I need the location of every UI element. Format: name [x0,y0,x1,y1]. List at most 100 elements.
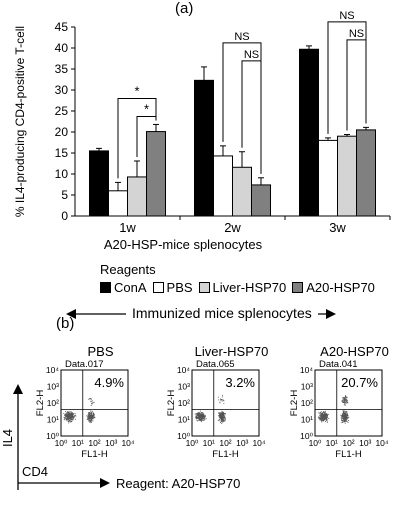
y-tick-label: 10¹ [178,415,190,425]
x-tick-label: 10¹ [326,438,338,448]
legend-label: A20-HSP70 [306,280,375,295]
legend-swatch [292,282,304,293]
y-tick-label: 10³ [47,382,59,392]
legend: ConA PBS Liver-HSP70 A20-HSP70 [100,280,375,295]
x-tick-label: 10² [342,438,354,448]
x-tick-label: 10⁴ [121,438,134,448]
cd4-arrow-head-icon [100,478,110,488]
legend-label: PBS [166,280,193,295]
y-tick-label: 10³ [301,382,313,392]
significance-bracket [117,97,157,179]
x-tick-label: 10⁰ [55,438,68,448]
y-tick-label: 10⁰ [177,431,190,441]
panel-b-label: (b) [56,315,75,332]
y-tick-label: 10² [178,398,190,408]
y-axis-name: FL2-H [289,390,300,417]
x-tick-label: 10² [88,438,100,448]
x-tick-label: 10³ [236,438,248,448]
y-tick-label: 30 [55,83,69,97]
plot-file-label: Data.041 [319,359,358,370]
quadrant-percent: 20.7% [341,375,378,390]
significance-label: * [144,101,149,116]
significance-label: NS [339,10,354,22]
bar [213,155,233,217]
x-tick-label: 10³ [359,438,371,448]
x-tick-label: 3w [329,220,346,235]
y-tick-label: 10² [47,398,59,408]
legend-item: ConA [100,280,147,295]
x-tick-label: 10¹ [203,438,215,448]
cell-cluster [63,397,96,424]
y-tick-label: 0 [61,209,68,223]
x-axis-name: FL1-H [335,449,362,460]
panel-b-caption: Immunized mice splenocytes [126,305,318,321]
y-tick-label: 10 [55,167,69,181]
y-tick-label: 10⁴ [46,365,59,375]
x-tick-label: 10³ [105,438,117,448]
legend-item: A20-HSP70 [292,280,375,295]
x-tick-label: 10⁴ [252,438,265,448]
y-tick-label: 5 [61,188,68,202]
significance-bracket [241,60,262,174]
y-tick-label: 45 [55,20,69,34]
y-tick-label: 15 [55,146,69,160]
y-tick-label: 10⁰ [300,431,313,441]
bar [356,129,376,217]
bar [251,184,271,217]
bar [108,190,128,217]
significance-label: * [134,83,139,98]
bar [318,139,338,217]
x-tick-label: 10⁰ [309,438,322,448]
y-tick-label: 10⁴ [300,365,313,375]
legend-item: Liver-HSP70 [198,280,287,295]
plot-frame [314,369,383,437]
bar [146,131,166,217]
y-tick-label: 35 [55,62,69,76]
y-tick-label: 10³ [178,382,190,392]
x-tick-label: 10¹ [72,438,84,448]
y-axis-title: % IL4-producing CD4-positive T-cell [13,26,27,217]
y-tick-label: 10¹ [301,415,313,425]
significance-label: NS [234,31,249,43]
y-tick-label: 10¹ [47,415,59,425]
x-tick-label: 10² [219,438,231,448]
bar [194,79,214,217]
y-tick-label: 10⁴ [177,365,190,375]
il4-label: IL4 [0,429,15,447]
legend-title: Reagents [100,262,156,277]
x-tick-label: 10⁰ [186,438,199,448]
x-axis-name: FL1-H [81,449,108,460]
legend-label: ConA [114,280,147,295]
cell-cluster [318,395,350,424]
legend-label: Liver-HSP70 [212,280,287,295]
plot-file-label: Data.065 [196,359,235,370]
legend-swatch [198,282,210,293]
legend-item: PBS [152,280,193,295]
x-tick-label: 1w [119,220,136,235]
significance-bracket [327,21,367,134]
plot-file-label: Data.017 [65,359,104,370]
legend-swatch [100,282,111,293]
y-tick-label: 40 [55,41,69,55]
quadrant-percent: 4.9% [94,375,124,390]
y-axis-name: FL2-H [35,390,46,417]
quadrant-percent: 3.2% [225,375,255,390]
significance-label: NS [244,49,259,61]
legend-swatch [152,282,164,293]
bar-chart: 0 5 10 15 20 25 30 35 40 45 % IL4-producing CD4-po… [13,10,391,252]
significance-bracket [222,42,262,174]
bar [337,135,357,217]
panel-a-label: (a) [175,0,194,17]
plot-title: Liver-HSP70 [195,344,269,359]
y-axis-name: FL2-H [166,390,177,417]
bar [89,150,109,217]
bar [299,48,319,217]
cd4-label: CD4 [22,464,48,479]
significance-label: NS [349,28,364,40]
y-tick-label: 25 [55,104,69,118]
plot-title: PBS [87,344,113,359]
x-axis-name: FL1-H [212,449,239,460]
plot-title: A20-HSP70 [320,344,389,359]
bar [232,166,252,217]
significance-bracket [346,39,367,131]
